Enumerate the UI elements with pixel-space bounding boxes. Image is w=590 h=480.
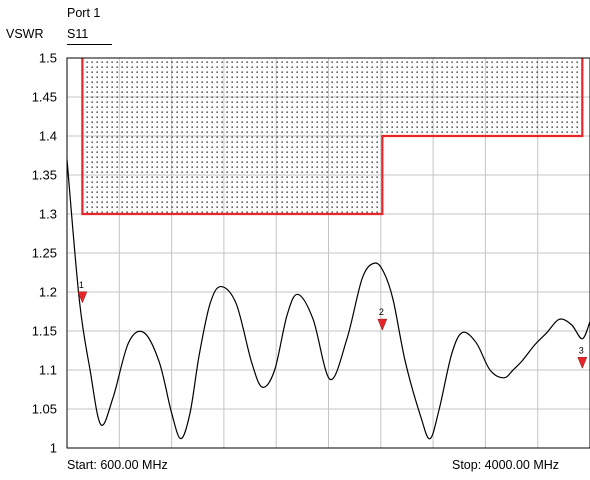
trace-label[interactable]: S11 [67,27,113,45]
y-axis-label: VSWR [6,27,44,41]
y-tick-label: 1.45 [32,90,57,105]
marker-triangle [577,357,588,369]
port-label: Port 1 [67,6,101,20]
markers: 1 2 3 [77,280,588,369]
y-tick-label: 1.35 [32,168,57,183]
stop-frequency-label: Stop: 4000.00 MHz [452,458,560,472]
marker-label: 1 [79,280,84,290]
y-tick-label: 1.3 [39,207,57,222]
marker-label: 2 [379,307,384,317]
marker-label: 3 [579,345,584,355]
trace [66,159,590,440]
limit-region [81,58,584,216]
y-tick-label: 1.05 [32,402,57,417]
y-tick-label: 1 [50,441,57,456]
marker-triangle [77,291,88,304]
limit-line [81,58,584,216]
start-frequency-label: Start: 600.00 MHz [67,458,168,472]
plot-frame [66,57,590,449]
y-axis-ticks: 1 1.05 1.1 1.15 1.2 1.25 1.3 1.35 1.4 1.45 1.5 [32,51,57,456]
y-tick-label: 1.4 [39,129,57,144]
y-tick-label: 1.25 [32,246,57,261]
limit-fill [82,58,583,214]
marker-triangle [377,318,388,331]
series-line [66,159,590,440]
y-tick-label: 1.5 [39,51,57,66]
y-tick-label: 1.15 [32,324,57,339]
y-tick-label: 1.1 [39,363,57,378]
y-tick-label: 1.2 [39,285,57,300]
